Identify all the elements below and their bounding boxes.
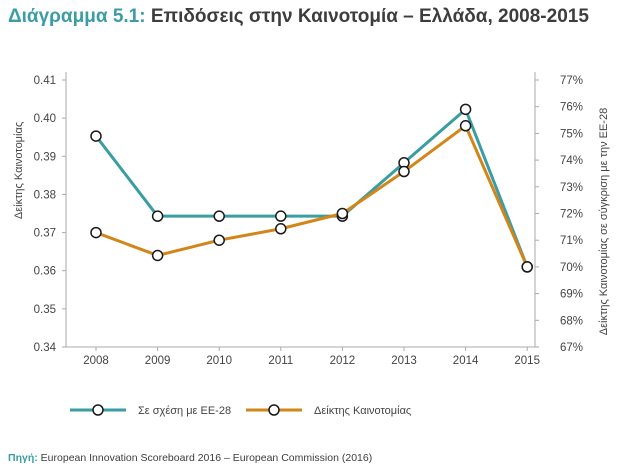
- y-left-tick-label: 0.41: [34, 75, 56, 87]
- source-text: European Innovation Scoreboard 2016 – Eu…: [40, 452, 373, 464]
- y-right-tick-label: 76%: [560, 102, 583, 114]
- x-tick-label: 2015: [514, 355, 540, 367]
- series-line-1: [94, 107, 529, 268]
- y-right-tick-label: 75%: [560, 128, 583, 140]
- series-1-point: [90, 130, 102, 142]
- x-tick-label: 2008: [83, 355, 109, 367]
- series-2-point: [213, 234, 225, 246]
- series-2-point: [151, 249, 164, 262]
- series-line-2: [95, 124, 529, 268]
- series-2-point: [521, 261, 533, 273]
- y-left-tick-label: 0.39: [34, 151, 56, 163]
- series-2-point: [459, 120, 472, 132]
- legend-marker-2: [268, 404, 280, 416]
- legend-marker-1: [92, 404, 104, 416]
- y-left-tick-label: 0.35: [34, 304, 56, 316]
- chart-title-lead: Διάγραμμα 5.1:: [8, 6, 146, 27]
- series-2-point: [336, 207, 349, 220]
- y-left-tick-label: 0.38: [34, 189, 56, 201]
- series-1-point: [275, 210, 287, 222]
- y-right-tick-label: 71%: [560, 235, 583, 247]
- series-2-point: [275, 223, 287, 235]
- y-left-tick-label: 0.37: [34, 228, 56, 240]
- x-tick-label: 2013: [391, 355, 417, 367]
- source-note: Πηγή: European Innovation Scoreboard 201…: [8, 452, 372, 464]
- series-1-point: [213, 210, 225, 222]
- y-right-tick-label: 67%: [560, 342, 583, 354]
- y-right-tick-label: 69%: [560, 289, 583, 301]
- x-tick-label: 2012: [330, 355, 356, 367]
- series-1-point: [151, 210, 164, 222]
- y-right-tick-label: 72%: [560, 209, 583, 221]
- series-2-point: [398, 165, 410, 178]
- chart-title-text: Επιδόσεις στην Καινοτομία – Ελλάδα, 2008…: [150, 6, 589, 27]
- legend-label-2: Δείκτης Καινοτομίας: [314, 405, 411, 417]
- y-right-tick-label: 74%: [560, 155, 583, 167]
- y-left-tick-label: 0.34: [34, 342, 57, 354]
- y-right-tick-label: 73%: [560, 182, 583, 194]
- chart-title: Διάγραμμα 5.1: Επιδόσεις στην Καινοτομία…: [8, 6, 589, 28]
- y-right-tick-label: 68%: [560, 315, 583, 327]
- x-tick-label: 2014: [453, 355, 479, 367]
- series-2-point: [90, 226, 102, 239]
- legend-label-1: Σε σχέση με ΕΕ-28: [138, 405, 231, 417]
- source-label: Πηγή:: [8, 452, 38, 464]
- y-left-tick-label: 0.40: [34, 113, 56, 125]
- y-right-tick-label: 77%: [560, 75, 583, 87]
- series-1-point: [459, 103, 472, 116]
- y-right-tick-label: 70%: [560, 262, 583, 274]
- x-tick-label: 2009: [145, 355, 171, 367]
- x-tick-label: 2010: [206, 355, 232, 367]
- x-tick-label: 2011: [268, 355, 293, 367]
- y-right-axis-title: Δείκτης Καινοτομίας σε σύγκριση με την Ε…: [598, 108, 610, 335]
- y-left-axis-title: Δείκτης Καινοτομίας: [13, 122, 25, 219]
- y-left-tick-label: 0.36: [34, 266, 56, 278]
